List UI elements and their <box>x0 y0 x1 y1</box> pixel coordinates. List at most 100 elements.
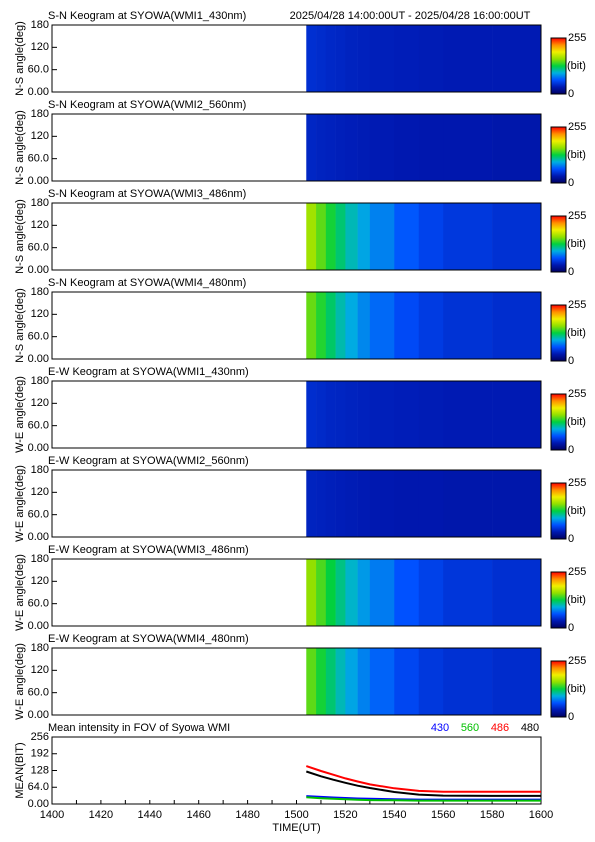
y-tick-label: 180 <box>31 286 49 298</box>
heat-cell <box>357 25 371 92</box>
colorbar-label: (bit) <box>567 416 586 428</box>
colorbar-tick-label: 0 <box>568 444 574 456</box>
colorbar-tick-label: 255 <box>568 388 586 400</box>
heat-cell <box>325 648 336 715</box>
plot-area <box>51 736 542 805</box>
heat-cell <box>492 381 542 448</box>
heat-cell <box>443 292 493 359</box>
panel-title: S-N Keogram at SYOWA(WMI4_480nm) <box>48 277 246 289</box>
heat-cell <box>316 648 327 715</box>
y-axis-label: W-E angle(deg) <box>14 643 26 720</box>
heat-cell <box>306 114 317 181</box>
heat-cell <box>335 381 346 448</box>
colorbar-label: (bit) <box>567 683 586 695</box>
y-axis-label: N-S angle(deg) <box>14 199 26 274</box>
heat-cell <box>306 203 317 270</box>
y-tick-label: 64.0 <box>28 781 49 793</box>
heat-cell <box>306 381 317 448</box>
heat-cell <box>418 25 444 92</box>
colorbar-tick-label: 255 <box>568 477 586 489</box>
colorbar-label: (bit) <box>567 327 586 339</box>
legend-label: 480 <box>521 722 539 734</box>
colorbar <box>550 304 567 362</box>
panel-title: E-W Keogram at SYOWA(WMI3_486nm) <box>48 544 249 556</box>
colorbar-tick-label: 255 <box>568 32 586 44</box>
y-tick-label: 60.0 <box>28 598 49 610</box>
heat-cell <box>369 648 395 715</box>
heat-cell <box>369 203 395 270</box>
y-tick-label: 0.00 <box>28 798 49 810</box>
panel-title: Mean intensity in FOV of Syowa WMI <box>48 722 230 734</box>
x-tick-label: 1480 <box>235 809 259 821</box>
colorbar-tick-label: 0 <box>568 177 574 189</box>
heat-cell <box>325 114 336 181</box>
heat-cell <box>335 559 346 626</box>
series-line <box>306 796 541 802</box>
heat-cell <box>335 470 346 537</box>
heat-cell <box>345 292 358 359</box>
y-tick-label: 0.00 <box>28 175 49 187</box>
y-tick-label: 0.00 <box>28 620 49 632</box>
heat-cell <box>394 648 420 715</box>
heat-cell <box>357 292 371 359</box>
heat-cell <box>418 292 444 359</box>
legend-label: 560 <box>461 722 479 734</box>
heat-cell <box>418 470 444 537</box>
y-tick-label: 120 <box>31 397 49 409</box>
plot-border <box>51 558 542 627</box>
y-tick-label: 128 <box>31 764 49 776</box>
colorbar <box>550 215 567 273</box>
x-tick-label: 1500 <box>284 809 308 821</box>
y-tick-label: 60.0 <box>28 153 49 165</box>
heat-cell <box>325 559 336 626</box>
y-tick-label: 120 <box>31 486 49 498</box>
colorbar-tick-label: 0 <box>568 622 574 634</box>
y-axis-label: W-E angle(deg) <box>14 554 26 631</box>
heat-cell <box>492 114 542 181</box>
heat-cell <box>369 25 395 92</box>
heat-cell <box>369 470 395 537</box>
x-tick-label: 1580 <box>480 809 504 821</box>
heat-cell <box>369 381 395 448</box>
x-tick-label: 1560 <box>431 809 455 821</box>
heat-cell <box>492 648 542 715</box>
plot-border <box>51 380 542 449</box>
heat-cell <box>306 648 317 715</box>
y-axis-label: N-S angle(deg) <box>14 110 26 185</box>
x-tick-label: 1600 <box>529 809 553 821</box>
panel-title: E-W Keogram at SYOWA(WMI4_480nm) <box>48 633 249 645</box>
y-tick-label: 180 <box>31 19 49 31</box>
panel-title: S-N Keogram at SYOWA(WMI1_430nm) <box>48 10 246 22</box>
y-tick-label: 256 <box>31 731 49 743</box>
heat-cell <box>492 292 542 359</box>
heat-cell <box>335 114 346 181</box>
panel-title: E-W Keogram at SYOWA(WMI2_560nm) <box>48 455 249 467</box>
colorbar-tick-label: 255 <box>568 566 586 578</box>
heat-cell <box>394 114 420 181</box>
colorbar-tick-label: 0 <box>568 533 574 545</box>
heat-cell <box>357 203 371 270</box>
x-tick-label: 1520 <box>333 809 357 821</box>
y-tick-label: 60.0 <box>28 242 49 254</box>
heat-cell <box>394 203 420 270</box>
heat-cell <box>306 292 317 359</box>
y-tick-label: 120 <box>31 575 49 587</box>
y-axis-label: W-E angle(deg) <box>14 376 26 453</box>
y-tick-label: 60.0 <box>28 64 49 76</box>
colorbar <box>550 393 567 451</box>
y-tick-label: 120 <box>31 664 49 676</box>
colorbar-tick-label: 255 <box>568 299 586 311</box>
colorbar-tick-label: 255 <box>568 121 586 133</box>
plot-border <box>51 291 542 360</box>
heat-cell <box>345 648 358 715</box>
colorbar-tick-label: 0 <box>568 355 574 367</box>
colorbar-tick-label: 255 <box>568 210 586 222</box>
colorbar-tick-label: 0 <box>568 266 574 278</box>
heat-cell <box>394 25 420 92</box>
y-tick-label: 60.0 <box>28 509 49 521</box>
x-tick-label: 1440 <box>138 809 162 821</box>
y-tick-label: 192 <box>31 748 49 760</box>
colorbar <box>550 482 567 540</box>
y-axis-label: N-S angle(deg) <box>14 21 26 96</box>
heat-cell <box>306 470 317 537</box>
